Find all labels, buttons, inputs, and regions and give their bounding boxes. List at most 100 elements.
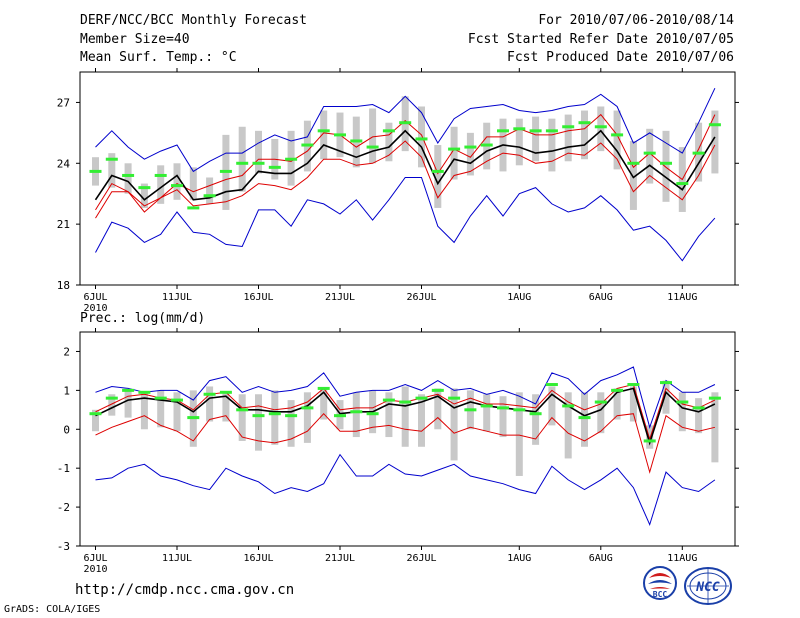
prec-climatology-marker: [480, 404, 493, 408]
prec-y-tick-label: -3: [57, 540, 70, 553]
prec-climatology-marker: [350, 410, 363, 414]
temp-spread-box: [434, 145, 442, 208]
temp-x-tick-label: 11JUL: [162, 292, 192, 303]
prec-x-tick-label: 6AUG: [589, 553, 613, 564]
prec-climatology-marker: [497, 406, 509, 410]
prec-y-tick-label: 2: [63, 345, 70, 358]
prec-spread-box: [678, 392, 686, 432]
temp-climatology-marker: [545, 129, 558, 133]
temp-spread-box: [466, 132, 474, 176]
prec-climatology-marker: [334, 414, 346, 418]
prec-climatology-marker: [366, 412, 379, 416]
prec-climatology-marker: [252, 414, 265, 418]
temp-climatology-marker: [350, 139, 363, 143]
prec-spread-box: [157, 390, 165, 428]
prec-spread-box: [646, 425, 654, 449]
prec-mean-line: [95, 387, 716, 446]
temp-spread-box: [515, 118, 523, 166]
temp-y-tick-label: 18: [57, 279, 70, 292]
prec-climatology-marker: [236, 408, 249, 412]
temp-x-tick-label: 6AUG: [589, 292, 613, 303]
temp-spread-box: [124, 163, 132, 194]
temp-climatology-marker: [138, 186, 151, 190]
prec-y-tick-label: 1: [63, 384, 70, 397]
prec-climatology-marker: [382, 398, 395, 402]
temp-climatology-marker: [252, 161, 265, 165]
bcc-logo-icon: BCC: [643, 566, 677, 600]
temp-climatology-marker: [692, 151, 705, 155]
temp-y-tick-label: 24: [57, 157, 71, 170]
temp-spread-box: [369, 108, 377, 164]
temp-climatology-marker: [643, 151, 656, 155]
variable-label: Mean Surf. Temp.: °C: [80, 50, 237, 65]
temp-x-tick-label: 21JUL: [325, 292, 355, 303]
prec-climatology-marker: [643, 439, 656, 443]
temp-climatology-marker: [562, 125, 575, 129]
temp-climatology-marker: [529, 129, 542, 133]
temp-mean-line: [94, 129, 716, 201]
temp-spread-box: [255, 130, 262, 174]
temp-climatology-marker: [464, 145, 477, 149]
temp-climatology-marker: [334, 133, 346, 137]
temp-climatology-marker: [660, 161, 672, 165]
prec-climatology-marker: [154, 396, 167, 400]
temp-spread-box: [108, 153, 116, 188]
prec-spread-box: [173, 392, 181, 432]
prec-spread-box: [124, 390, 132, 418]
prec-climatology-marker: [545, 383, 558, 387]
source-url[interactable]: http://cmdp.ncc.cma.gov.cn: [75, 582, 295, 598]
temp-climatology-marker: [219, 169, 232, 173]
prec-climatology-marker: [448, 396, 461, 400]
prec-climatology-marker: [138, 390, 151, 394]
temp-spread-box: [385, 122, 393, 162]
temp-x-tick-label: 26JUL: [406, 292, 436, 303]
temp-climatology-marker: [594, 125, 607, 129]
prec-spread-box: [434, 388, 442, 430]
temp-spread-box: [140, 183, 148, 208]
prec-climatology-marker: [301, 406, 314, 410]
temp-min-line: [95, 177, 716, 262]
prec-x-year-label: 2010: [83, 564, 107, 575]
temp-climatology-marker: [497, 129, 509, 133]
prec-spread-box: [499, 396, 507, 438]
prec-spread-box: [92, 409, 99, 432]
prec-climatology-marker: [105, 396, 118, 400]
temp-spread-box: [532, 116, 540, 162]
temp-climatology-marker: [105, 157, 118, 161]
temp-spread-box: [238, 126, 246, 192]
prec-spread-box: [597, 392, 605, 434]
prec-spread-box: [548, 386, 556, 426]
temp-climatology-marker: [171, 184, 183, 188]
prec-climatology-marker: [219, 390, 232, 394]
temp-climatology-marker: [154, 173, 167, 177]
prec-y-tick-label: 0: [63, 423, 70, 436]
forecast-period: For 2010/07/06-2010/08/14: [538, 13, 734, 28]
prec-spread-box: [222, 392, 230, 422]
prec-climatology-marker: [285, 414, 298, 418]
temp-spread-box: [320, 110, 328, 160]
prec-climatology-marker: [578, 416, 591, 420]
prec-climatology-marker: [594, 400, 607, 404]
prec-spread-box: [206, 386, 214, 422]
temp-climatology-marker: [317, 129, 330, 133]
temp-climatology-marker: [708, 123, 721, 127]
ncc-logo-icon: NCC: [684, 567, 732, 605]
prec-climatology-marker: [627, 383, 640, 387]
prec-spread-box: [629, 386, 637, 422]
temp-climatology-marker: [301, 143, 314, 147]
prec-spread-box: [238, 394, 246, 441]
prec-spread-box: [352, 392, 360, 438]
prec-x-tick-label: 16JUL: [243, 553, 273, 564]
temp-climatology-marker: [268, 165, 281, 169]
prec-spread-box: [320, 388, 328, 420]
prec-climatology-marker: [415, 396, 428, 400]
prec-spread-box: [418, 394, 425, 447]
temp-x-year-label: 2010: [83, 303, 107, 314]
temp-climatology-marker: [187, 206, 200, 210]
temp-spread-box: [662, 130, 670, 202]
temp-climatology-marker: [627, 161, 640, 165]
temperature-panel: 18 21 24 27 6JUL 11JUL 16JUL 21JUL 26JUL 1AUG 6AUG…: [57, 68, 739, 314]
prec-climatology-marker: [268, 412, 281, 416]
